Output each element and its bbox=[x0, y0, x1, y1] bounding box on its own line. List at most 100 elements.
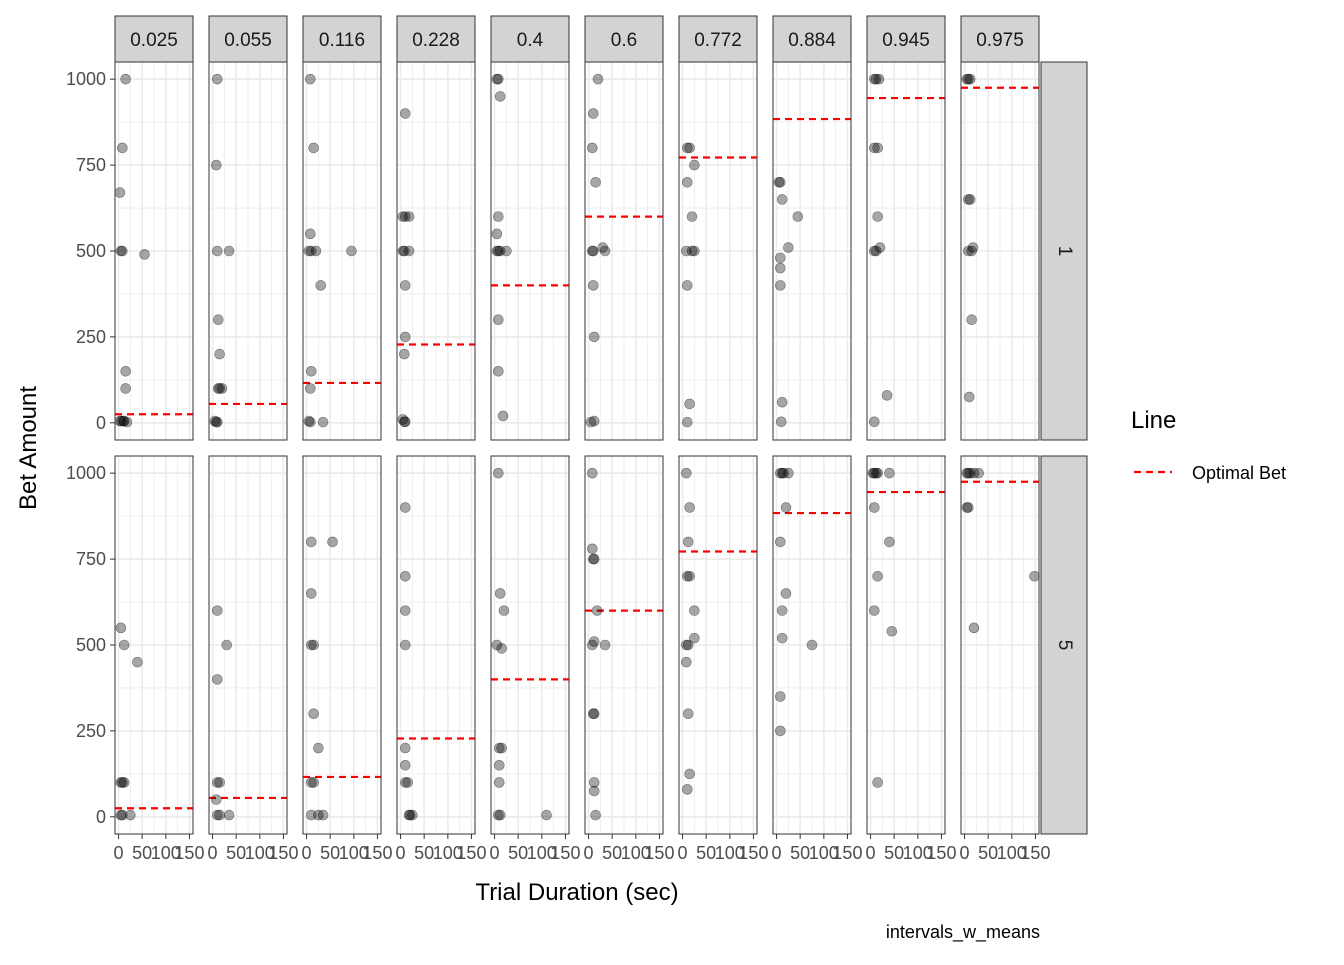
x-tick-label: 50 bbox=[414, 843, 434, 863]
data-point bbox=[783, 242, 794, 253]
data-point bbox=[870, 73, 882, 85]
panel-border bbox=[490, 61, 570, 441]
data-point bbox=[493, 314, 504, 326]
x-tick-label: 100 bbox=[621, 843, 651, 863]
data-point bbox=[116, 415, 127, 427]
data-point bbox=[869, 73, 880, 85]
data-point bbox=[776, 632, 788, 644]
data-point bbox=[305, 245, 317, 257]
data-point bbox=[966, 314, 977, 326]
data-point bbox=[776, 605, 788, 616]
data-point bbox=[211, 245, 223, 257]
data-point bbox=[681, 280, 693, 291]
data-point bbox=[399, 348, 410, 360]
data-point bbox=[120, 73, 131, 85]
data-point bbox=[587, 467, 598, 479]
data-point bbox=[597, 242, 609, 253]
data-point bbox=[223, 809, 235, 821]
data-point bbox=[776, 467, 788, 479]
data-point bbox=[776, 396, 788, 408]
data-point bbox=[493, 467, 504, 479]
data-point bbox=[313, 809, 324, 821]
data-point bbox=[211, 605, 223, 616]
panel-border bbox=[396, 61, 476, 441]
row-strip-5 bbox=[1040, 455, 1088, 835]
y-axis-title: Bet Amount bbox=[15, 386, 42, 510]
data-point bbox=[399, 280, 411, 291]
x-tick-label: 0 bbox=[208, 843, 218, 863]
data-point bbox=[775, 536, 786, 548]
data-point bbox=[493, 73, 504, 85]
data-point bbox=[869, 467, 880, 479]
facet-strip-label: 0.4 bbox=[517, 30, 544, 51]
data-point bbox=[869, 142, 880, 154]
data-point bbox=[114, 187, 126, 198]
panel-border bbox=[584, 61, 664, 441]
y-tick-label: 0 bbox=[96, 807, 106, 827]
data-point bbox=[689, 605, 700, 616]
data-point bbox=[493, 809, 504, 821]
data-point bbox=[964, 467, 976, 479]
panel-border bbox=[584, 455, 664, 835]
facet-strip-label: 0.945 bbox=[882, 30, 930, 51]
data-point bbox=[399, 108, 411, 119]
panel-border bbox=[772, 61, 852, 441]
data-point bbox=[117, 777, 128, 788]
panel-5-0.025 bbox=[114, 455, 194, 835]
data-point bbox=[115, 622, 127, 634]
data-point bbox=[121, 416, 133, 428]
data-point bbox=[305, 228, 316, 240]
facet-strip-label: 0.975 bbox=[976, 30, 1024, 51]
data-point bbox=[209, 415, 221, 427]
data-point bbox=[689, 632, 700, 644]
x-tick-label: 100 bbox=[715, 843, 745, 863]
panel-border bbox=[866, 455, 946, 835]
data-point bbox=[967, 242, 979, 253]
panel-border bbox=[396, 455, 476, 835]
data-point bbox=[869, 245, 880, 257]
data-point bbox=[115, 245, 127, 257]
data-point bbox=[963, 391, 975, 403]
panel-1-0.025 bbox=[114, 61, 194, 441]
data-point bbox=[776, 194, 788, 205]
panel-border bbox=[772, 455, 852, 835]
x-tick-label: 0 bbox=[772, 843, 782, 863]
data-point bbox=[961, 73, 973, 85]
caption: intervals_w_means bbox=[886, 922, 1040, 943]
facet-strip-label: 0.884 bbox=[788, 30, 836, 51]
facet-strip-0.228 bbox=[396, 15, 476, 63]
legend-title: Line bbox=[1131, 407, 1176, 434]
data-point bbox=[884, 536, 895, 548]
panel-1-0.772 bbox=[678, 61, 758, 441]
data-point bbox=[869, 605, 880, 616]
data-point bbox=[214, 809, 225, 821]
data-point bbox=[498, 605, 510, 616]
data-point bbox=[587, 543, 598, 555]
data-point bbox=[308, 639, 319, 651]
data-point bbox=[118, 415, 130, 427]
data-point bbox=[327, 536, 338, 548]
x-tick-label: 150 bbox=[550, 843, 580, 863]
data-point bbox=[139, 249, 150, 260]
data-point bbox=[599, 245, 611, 257]
data-point bbox=[117, 245, 128, 257]
legend: Line Optimal Bet bbox=[1131, 407, 1286, 483]
data-point bbox=[494, 245, 506, 257]
data-point bbox=[497, 410, 509, 422]
data-point bbox=[501, 245, 512, 257]
data-point bbox=[221, 639, 233, 651]
data-point bbox=[961, 467, 973, 479]
data-point bbox=[963, 502, 974, 513]
data-point bbox=[689, 245, 700, 257]
data-point bbox=[305, 73, 316, 85]
data-point bbox=[118, 777, 130, 788]
y-tick-label: 500 bbox=[76, 635, 106, 655]
data-point bbox=[599, 639, 611, 651]
panel-1-0.055 bbox=[208, 61, 288, 441]
data-point bbox=[402, 777, 413, 788]
x-tick-label: 100 bbox=[997, 843, 1027, 863]
data-point bbox=[588, 777, 600, 788]
data-point bbox=[494, 809, 506, 821]
